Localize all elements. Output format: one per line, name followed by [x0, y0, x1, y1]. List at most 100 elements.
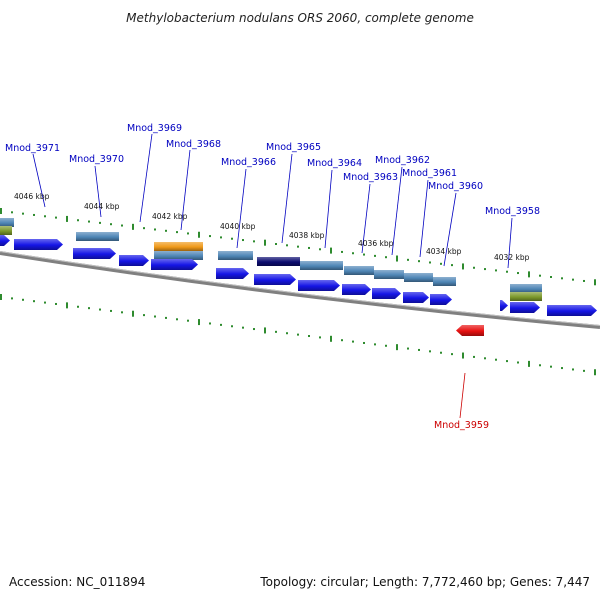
- tick-mark: [77, 305, 79, 308]
- gene-label-mnod-3959[interactable]: Mnod_3959: [434, 420, 489, 431]
- cog-feature: [0, 226, 12, 235]
- gene-label-mnod-3960[interactable]: Mnod_3960: [428, 181, 483, 192]
- gene-label-mnod-3965[interactable]: Mnod_3965: [266, 142, 321, 153]
- tick-mark: [418, 348, 420, 351]
- tick-mark: [253, 240, 255, 243]
- tick-mark: [11, 211, 13, 214]
- tick-mark: [22, 298, 24, 301]
- tick-mark: [231, 237, 233, 240]
- tick-mark: [374, 254, 376, 257]
- forward-gene-arrow: [14, 239, 63, 250]
- tick-mark: [286, 244, 288, 247]
- gene-label-mnod-3958[interactable]: Mnod_3958: [485, 206, 540, 217]
- leader-line: [139, 133, 153, 223]
- reverse-gene-arrow: [456, 325, 484, 336]
- tick-mark: [308, 335, 310, 338]
- tick-mark: [583, 279, 585, 282]
- tick-label: 4046 kbp: [14, 192, 50, 201]
- gene-label-mnod-3962[interactable]: Mnod_3962: [375, 155, 430, 166]
- forward-gene-arrow: [254, 274, 296, 285]
- tick-mark: [352, 340, 354, 343]
- leader-line: [281, 153, 293, 244]
- tick-mark: [319, 248, 321, 251]
- tick-mark: [462, 352, 464, 359]
- tick-mark: [231, 325, 233, 328]
- gene-label-mnod-3969[interactable]: Mnod_3969: [127, 123, 182, 134]
- tick-mark: [77, 219, 79, 222]
- cog-feature: [374, 270, 404, 279]
- tick-mark: [220, 323, 222, 326]
- gene-label-mnod-3968[interactable]: Mnod_3968: [166, 139, 221, 150]
- gene-feature-track: [0, 235, 597, 336]
- tick-mark: [330, 247, 332, 254]
- tick-mark: [429, 261, 431, 264]
- tick-mark: [440, 351, 442, 354]
- forward-gene-arrow: [342, 284, 371, 295]
- leader-line: [361, 183, 371, 254]
- tick-mark: [528, 360, 530, 367]
- tick-mark: [352, 252, 354, 255]
- tick-mark: [572, 368, 574, 371]
- tick-mark: [330, 335, 332, 342]
- outer-tick-ring: [0, 208, 596, 286]
- tick-mark: [517, 361, 519, 364]
- tick-mark: [143, 227, 145, 230]
- forward-gene-arrow: [372, 288, 401, 299]
- tick-label: 4038 kbp: [289, 231, 325, 240]
- tick-label: 4034 kbp: [426, 247, 462, 256]
- tick-mark: [154, 315, 156, 318]
- tick-mark: [176, 231, 178, 234]
- backbone-highlight: [0, 251, 600, 326]
- tick-mark: [451, 353, 453, 356]
- tick-mark: [11, 297, 13, 300]
- tick-mark: [55, 216, 57, 219]
- tick-mark: [374, 343, 376, 346]
- gene-label-mnod-3963[interactable]: Mnod_3963: [343, 172, 398, 183]
- leader-line: [236, 168, 247, 249]
- gene-label-mnod-3961[interactable]: Mnod_3961: [402, 168, 457, 179]
- tick-mark: [88, 307, 90, 310]
- map-title: Methylobacterium nodulans ORS 2060, comp…: [126, 11, 474, 25]
- tick-mark: [198, 319, 200, 326]
- tick-mark: [176, 318, 178, 321]
- tick-label: 4036 kbp: [358, 239, 394, 248]
- tick-mark: [473, 266, 475, 269]
- inner-tick-ring: [0, 294, 596, 376]
- tick-mark: [22, 212, 24, 215]
- tick-mark: [88, 220, 90, 223]
- forward-gene-arrow: [403, 292, 429, 303]
- leader-line: [32, 153, 46, 208]
- gene-label-mnod-3966[interactable]: Mnod_3966: [221, 157, 276, 168]
- gene-label-mnod-3964[interactable]: Mnod_3964: [307, 158, 362, 169]
- forward-gene-arrow: [547, 305, 597, 316]
- tick-mark: [99, 221, 101, 224]
- tick-mark: [440, 262, 442, 265]
- tick-mark: [121, 224, 123, 227]
- cog-feature: [154, 242, 203, 251]
- tick-mark: [132, 223, 134, 230]
- tick-mark: [33, 213, 35, 216]
- tick-mark: [165, 229, 167, 232]
- tick-mark: [132, 310, 134, 317]
- tick-mark: [517, 272, 519, 275]
- leader-line: [391, 166, 403, 256]
- tick-mark: [264, 239, 266, 246]
- leader-line: [507, 217, 513, 269]
- tick-mark: [209, 235, 211, 238]
- accession-text: Accession: NC_011894: [9, 575, 146, 589]
- tick-mark: [297, 245, 299, 248]
- forward-gene-arrow: [510, 302, 540, 313]
- tick-mark: [55, 302, 57, 305]
- gene-label-mnod-3970[interactable]: Mnod_3970: [69, 154, 124, 165]
- tick-mark: [44, 215, 46, 218]
- leader-line: [459, 372, 466, 419]
- tick-mark: [539, 364, 541, 367]
- tick-mark: [154, 228, 156, 231]
- gene-label-mnod-3971[interactable]: Mnod_3971: [5, 143, 60, 154]
- tick-mark: [264, 327, 266, 334]
- forward-gene-arrow: [216, 268, 249, 279]
- genome-stats-text: Topology: circular; Length: 7,772,460 bp…: [260, 575, 590, 589]
- tick-mark: [286, 332, 288, 335]
- tick-mark: [550, 276, 552, 278]
